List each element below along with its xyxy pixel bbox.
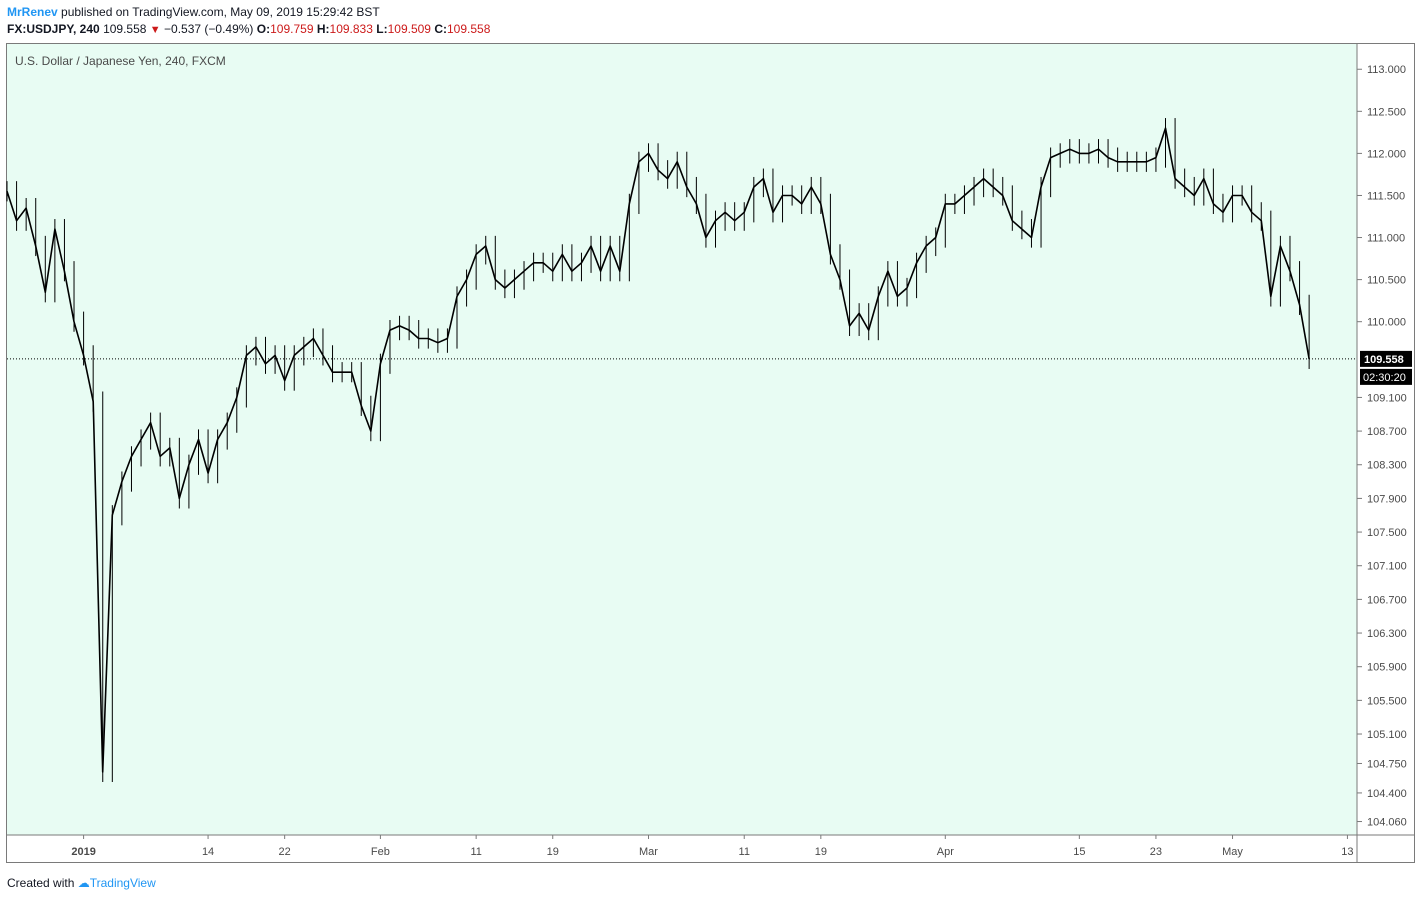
author-link[interactable]: MrRenev (7, 5, 58, 19)
x-tick-label: 23 (1150, 846, 1162, 858)
down-arrow-icon: ▼ (149, 24, 161, 36)
y-tick-label: 112.000 (1367, 148, 1406, 160)
series-title: U.S. Dollar / Japanese Yen, 240, FXCM (15, 54, 226, 68)
tradingview-brand[interactable]: TradingView (89, 876, 156, 890)
y-tick-label: 108.700 (1367, 426, 1407, 438)
tradingview-logo-icon[interactable]: ☁ (77, 876, 90, 890)
publish-info: MrRenev published on TradingView.com, Ma… (7, 5, 380, 19)
y-tick-label: 107.500 (1367, 527, 1407, 539)
y-tick-label: 106.300 (1367, 628, 1407, 640)
y-tick-label: 109.100 (1367, 392, 1407, 404)
y-tick-label: 113.000 (1367, 64, 1406, 76)
symbol-label: FX:USDJPY, 240 (7, 22, 100, 36)
open-label: O: (256, 22, 271, 36)
x-tick-label: 22 (279, 846, 291, 858)
last-price-value: 109.558 (103, 22, 147, 36)
y-tick-label: 105.900 (1367, 662, 1407, 674)
y-tick-label: 111.500 (1367, 190, 1405, 202)
y-tick-label: 112.500 (1367, 106, 1406, 118)
low-value: 109.509 (387, 22, 431, 36)
x-tick-label: 11 (470, 846, 481, 858)
y-tick-label: 105.100 (1367, 729, 1407, 741)
y-tick-label: 107.100 (1367, 561, 1407, 573)
published-text: published on TradingView.com, May 09, 20… (61, 5, 380, 19)
x-tick-label: 15 (1073, 846, 1085, 858)
x-tick-label: 19 (815, 846, 827, 858)
close-label: C: (434, 22, 447, 36)
countdown-label: 02:30:20 (1363, 372, 1406, 384)
footer: Created with ☁TradingView (7, 876, 156, 890)
created-with-label: Created with (7, 876, 75, 890)
y-tick-label: 110.500 (1367, 275, 1406, 287)
ohlc-legend: FX:USDJPY, 240 109.558 ▼ −0.537 (−0.49%)… (7, 22, 490, 36)
low-label: L: (376, 22, 388, 36)
close-value: 109.558 (447, 22, 491, 36)
y-tick-label: 105.500 (1367, 695, 1407, 707)
y-tick-label: 111.000 (1367, 233, 1405, 245)
change-value: −0.537 (−0.49%) (164, 22, 254, 36)
x-tick-label: Mar (639, 846, 658, 858)
y-tick-label: 110.000 (1367, 317, 1406, 329)
last-price-label: 109.558 (1364, 354, 1404, 366)
x-tick-label: 13 (1341, 846, 1353, 858)
x-tick-label: Apr (937, 846, 954, 858)
y-tick-label: 104.400 (1367, 788, 1407, 800)
price-series-line (6, 127, 1310, 773)
last-price-badge (1360, 350, 1412, 367)
y-tick-label: 107.900 (1367, 493, 1407, 505)
y-tick-label: 104.750 (1367, 758, 1407, 770)
x-tick-label: May (1222, 846, 1243, 858)
x-tick-label: 14 (202, 846, 214, 858)
open-value: 109.759 (270, 22, 314, 36)
high-value: 109.833 (329, 22, 373, 36)
high-label: H: (316, 22, 330, 36)
x-tick-label: 19 (547, 846, 559, 858)
countdown-badge (1360, 368, 1412, 385)
y-tick-label: 104.060 (1367, 817, 1407, 829)
y-tick-label: 106.700 (1367, 594, 1407, 606)
x-tick-label: Feb (371, 846, 390, 858)
x-tick-label: 11 (739, 846, 750, 858)
y-tick-label: 108.300 (1367, 460, 1407, 472)
x-tick-label: 2019 (71, 846, 95, 858)
